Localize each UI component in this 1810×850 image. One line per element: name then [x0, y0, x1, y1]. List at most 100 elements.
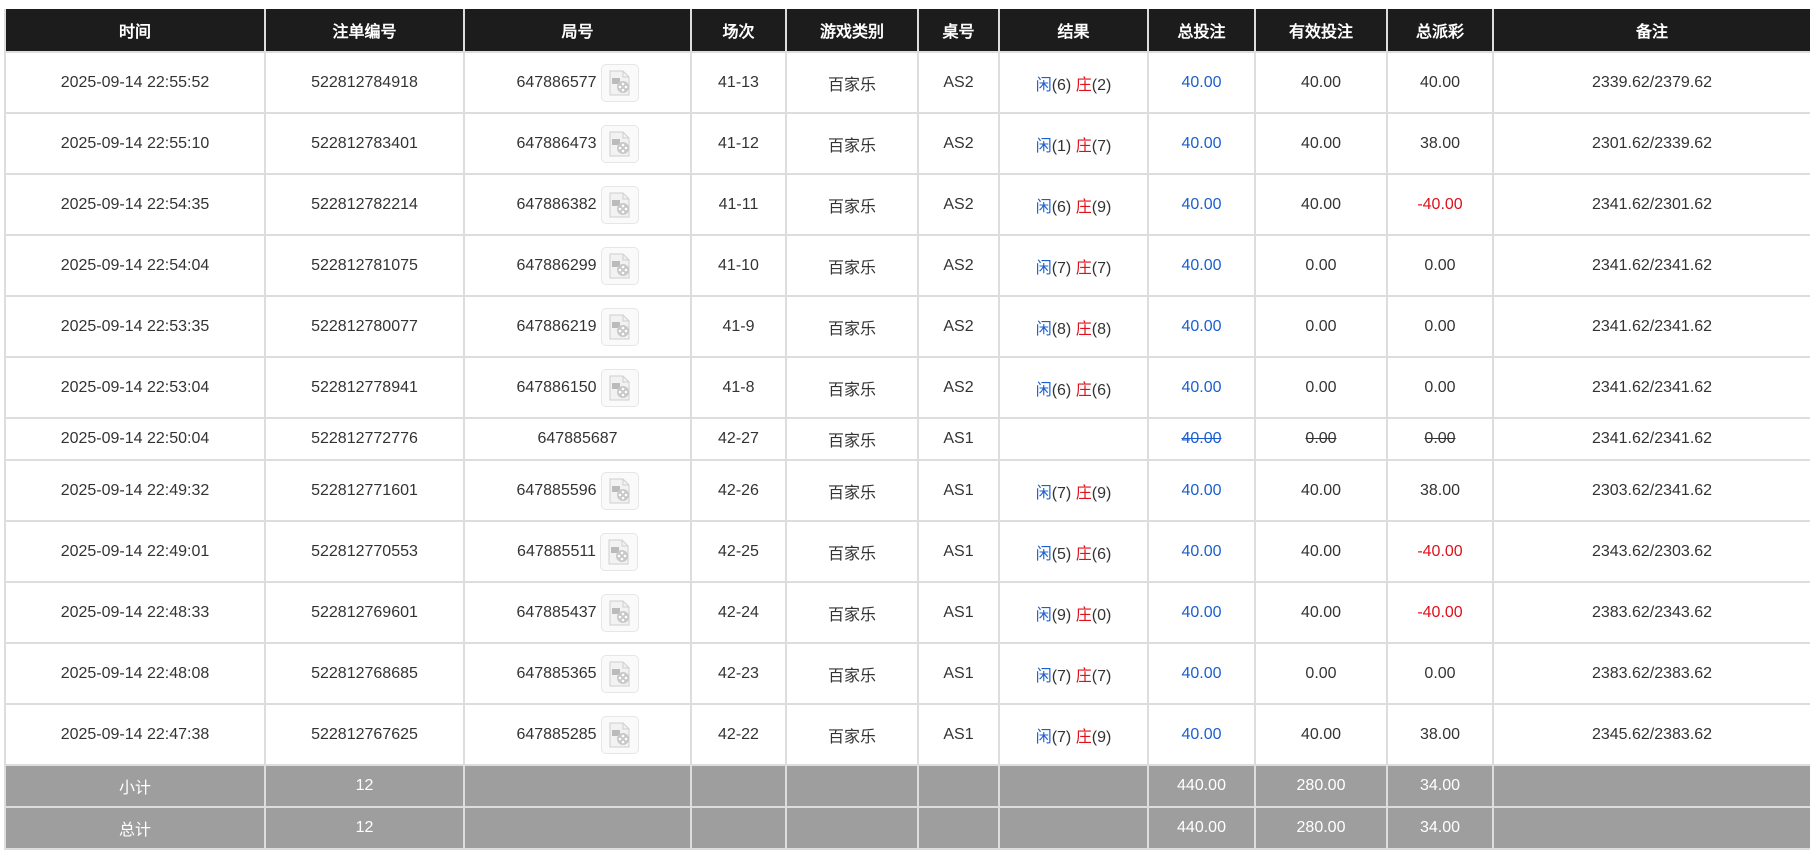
table-no-cell: AS2 — [917, 295, 1000, 358]
time-cell: 2025-09-14 22:49:01 — [4, 520, 266, 583]
time-cell: 2025-09-14 22:53:35 — [4, 295, 266, 358]
table-no-cell: AS1 — [917, 520, 1000, 583]
footer-empty — [1492, 764, 1810, 808]
shoe-cell: 42-26 — [690, 459, 787, 522]
header-payout: 总派彩 — [1386, 9, 1494, 53]
player-score: (6) — [1051, 381, 1072, 399]
video-replay-icon[interactable] — [600, 63, 639, 102]
round-cell: 647885285 — [463, 703, 692, 766]
note-cell: 2341.62/2341.62 — [1492, 234, 1810, 297]
round-cell: 647886382 — [463, 173, 692, 236]
game-type-cell: 百家乐 — [785, 417, 919, 461]
banker-label: 庄 — [1075, 545, 1092, 563]
round-cell: 647885437 — [463, 581, 692, 644]
round-number: 647886473 — [516, 134, 597, 152]
bet-id-cell: 522812770553 — [264, 520, 465, 583]
header-shoe: 场次 — [690, 9, 787, 53]
valid-bet-cell: 0.00 — [1254, 234, 1388, 297]
game-type-cell: 百家乐 — [785, 703, 919, 766]
player-label: 闲 — [1035, 259, 1052, 277]
banker-score: (2) — [1091, 76, 1112, 94]
round-cell: 647886473 — [463, 112, 692, 175]
game-type-cell: 百家乐 — [785, 642, 919, 705]
footer-empty — [690, 764, 787, 808]
result-cell — [998, 417, 1149, 461]
bet-id-cell: 522812781075 — [264, 234, 465, 297]
video-replay-icon[interactable] — [600, 715, 639, 754]
video-replay-icon[interactable] — [600, 307, 639, 346]
total-bet-cell: 40.00 — [1147, 112, 1256, 175]
game-type-cell: 百家乐 — [785, 173, 919, 236]
round-cell: 647885511 — [463, 520, 692, 583]
table-no-cell: AS2 — [917, 51, 1000, 114]
table-no-cell: AS1 — [917, 417, 1000, 461]
video-replay-icon[interactable] — [600, 368, 639, 407]
player-label: 闲 — [1035, 606, 1052, 624]
table-row: 2025-09-14 22:50:04 522812772776 647885687… — [4, 417, 1810, 461]
banker-label: 庄 — [1075, 198, 1092, 216]
note-cell: 2341.62/2341.62 — [1492, 417, 1810, 461]
total-bet-cell: 40.00 — [1147, 459, 1256, 522]
total-bet-cell: 40.00 — [1147, 417, 1256, 461]
footer-valid-bet: 280.00 — [1254, 806, 1388, 850]
table-row: 2025-09-14 22:55:10 522812783401 647886473… — [4, 112, 1810, 175]
footer-count: 12 — [264, 764, 465, 808]
bet-id-cell: 522812783401 — [264, 112, 465, 175]
table-row: 2025-09-14 22:54:04 522812781075 647886299… — [4, 234, 1810, 297]
shoe-cell: 42-24 — [690, 581, 787, 644]
total-bet-cell: 40.00 — [1147, 234, 1256, 297]
time-cell: 2025-09-14 22:54:04 — [4, 234, 266, 297]
game-type-cell: 百家乐 — [785, 356, 919, 419]
total-bet-cell: 40.00 — [1147, 520, 1256, 583]
valid-bet-cell: 0.00 — [1254, 295, 1388, 358]
total-bet-cell: 40.00 — [1147, 642, 1256, 705]
footer-empty — [690, 806, 787, 850]
header-valid-bet: 有效投注 — [1254, 9, 1388, 53]
valid-bet-cell: 40.00 — [1254, 459, 1388, 522]
footer-valid-bet: 280.00 — [1254, 764, 1388, 808]
table-no-cell: AS1 — [917, 581, 1000, 644]
bet-records-table: 时间 注单编号 局号 场次 游戏类别 桌号 结果 总投注 有效投注 总派彩 备注 2025-09-1… — [4, 9, 1810, 850]
table-row: 2025-09-14 22:54:35 522812782214 647886382… — [4, 173, 1810, 236]
banker-score: (9) — [1091, 198, 1112, 216]
result-cell: 闲(8) 庄(8) — [998, 295, 1149, 358]
round-number: 647886577 — [516, 73, 597, 91]
header-game-type: 游戏类别 — [785, 9, 919, 53]
player-score: (1) — [1051, 137, 1072, 155]
video-replay-icon[interactable] — [600, 593, 639, 632]
note-cell: 2339.62/2379.62 — [1492, 51, 1810, 114]
player-score: (7) — [1051, 667, 1072, 685]
note-cell: 2383.62/2343.62 — [1492, 581, 1810, 644]
shoe-cell: 42-25 — [690, 520, 787, 583]
banker-label: 庄 — [1075, 76, 1092, 94]
video-replay-icon[interactable] — [600, 471, 639, 510]
player-label: 闲 — [1035, 484, 1052, 502]
bet-id-cell: 522812778941 — [264, 356, 465, 419]
payout-cell: 0.00 — [1386, 234, 1494, 297]
table-row: 2025-09-14 22:53:04 522812778941 647886150… — [4, 356, 1810, 419]
result-cell: 闲(1) 庄(7) — [998, 112, 1149, 175]
player-score: (8) — [1051, 320, 1072, 338]
video-replay-icon[interactable] — [600, 246, 639, 285]
bet-id-cell: 522812767625 — [264, 703, 465, 766]
payout-cell: -40.00 — [1386, 520, 1494, 583]
time-cell: 2025-09-14 22:48:33 — [4, 581, 266, 644]
valid-bet-cell: 0.00 — [1254, 417, 1388, 461]
result-cell: 闲(6) 庄(6) — [998, 356, 1149, 419]
player-score: (6) — [1051, 198, 1072, 216]
total-bet-cell: 40.00 — [1147, 295, 1256, 358]
video-replay-icon[interactable] — [600, 124, 639, 163]
payout-cell: 0.00 — [1386, 417, 1494, 461]
time-cell: 2025-09-14 22:54:35 — [4, 173, 266, 236]
video-replay-icon[interactable] — [600, 185, 639, 224]
round-cell: 647885365 — [463, 642, 692, 705]
video-replay-icon[interactable] — [600, 654, 639, 693]
video-replay-icon[interactable] — [599, 532, 638, 571]
player-label: 闲 — [1035, 667, 1052, 685]
total-bet-cell: 40.00 — [1147, 356, 1256, 419]
bet-id-cell: 522812768685 — [264, 642, 465, 705]
note-cell: 2303.62/2341.62 — [1492, 459, 1810, 522]
player-score: (7) — [1051, 484, 1072, 502]
round-number: 647885437 — [516, 603, 597, 621]
round-number: 647885596 — [516, 481, 597, 499]
